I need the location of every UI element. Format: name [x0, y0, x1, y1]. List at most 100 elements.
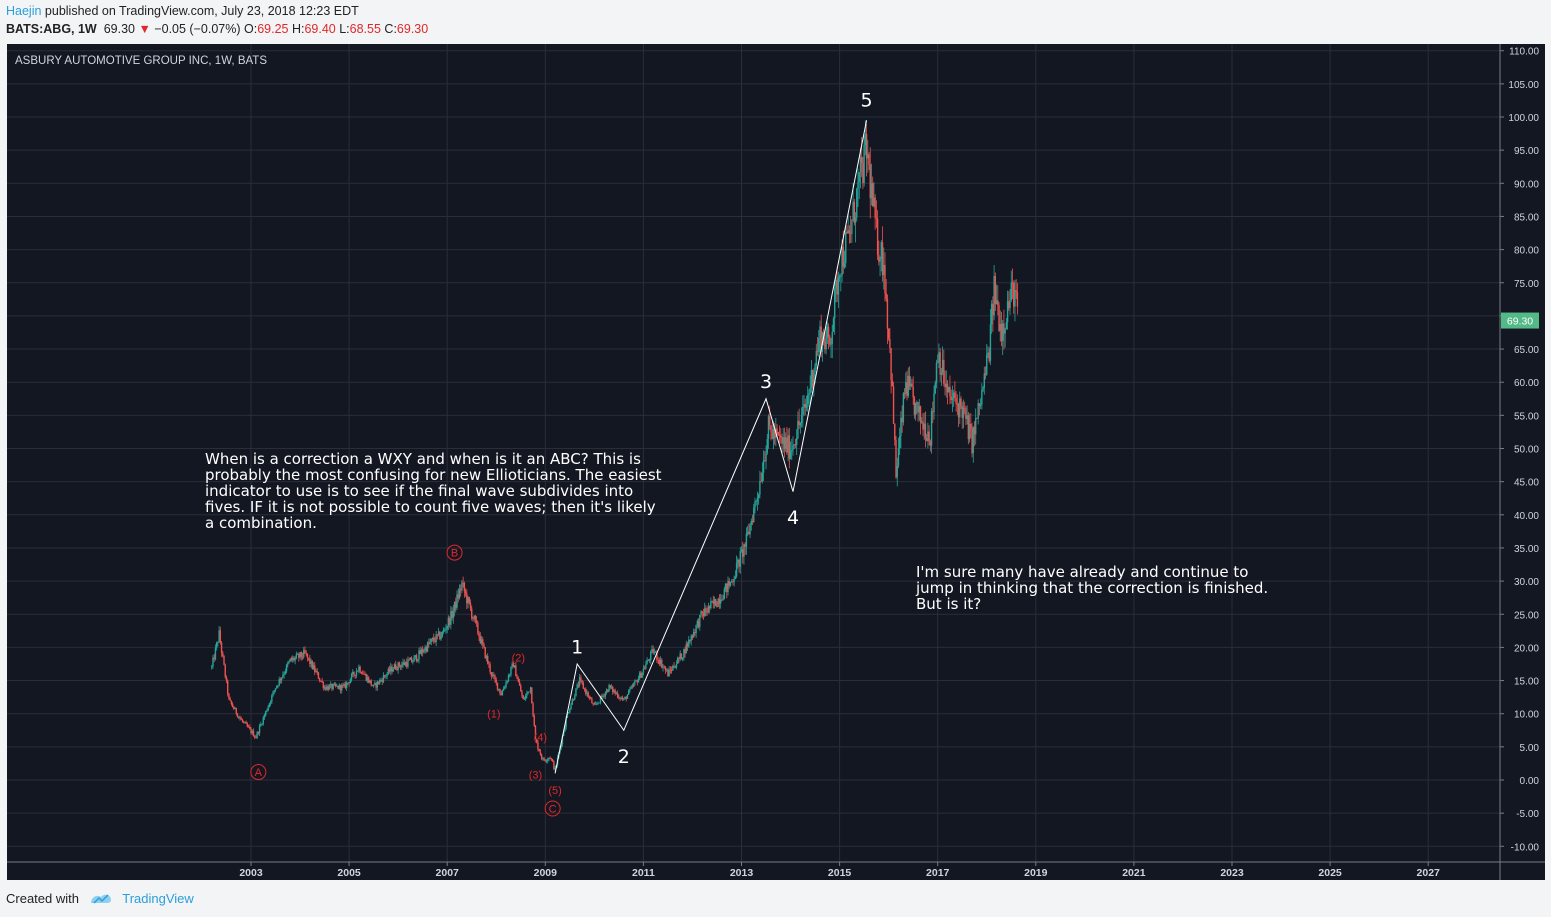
candle-body: [234, 708, 236, 710]
candle-body: [370, 680, 372, 686]
candle-body: [471, 608, 473, 618]
wave-label-4: 4: [787, 507, 799, 529]
candle-body: [619, 697, 621, 699]
candle-body: [674, 667, 676, 669]
candle-body: [902, 393, 905, 423]
candle-body: [391, 666, 393, 672]
candle-body: [272, 691, 274, 696]
candle-body: [410, 657, 413, 663]
candle-body: [890, 347, 892, 381]
candle-body: [766, 439, 768, 453]
candle-body: [1015, 290, 1017, 293]
candle-body: [580, 677, 582, 680]
candle-body: [843, 263, 846, 267]
candle-body: [745, 533, 748, 547]
candle-body: [636, 680, 638, 683]
candle-body: [437, 631, 440, 636]
candle-body: [952, 392, 955, 399]
candle-body: [490, 672, 493, 676]
candle-body: [895, 439, 897, 478]
candle-body: [685, 643, 688, 654]
candle-body: [339, 684, 342, 691]
candle-body: [343, 684, 345, 686]
candle-body: [738, 559, 740, 567]
candle-body: [240, 718, 242, 720]
candle-body: [939, 352, 941, 375]
tradingview-link[interactable]: TradingView: [122, 891, 194, 906]
candle-body: [537, 742, 539, 749]
candle-body: [279, 679, 282, 681]
y-tick-label: 25.00: [1514, 610, 1539, 621]
candle-body: [382, 675, 385, 682]
candle-body: [723, 589, 726, 600]
candle-body: [591, 698, 593, 704]
candle-body: [215, 642, 218, 648]
x-tick-label: 2017: [926, 867, 950, 879]
candle-body: [1004, 329, 1006, 334]
candle-body: [433, 637, 435, 641]
candle-body: [664, 667, 667, 671]
candle-body: [213, 657, 215, 660]
candle-body: [482, 639, 484, 645]
candle-body: [328, 685, 331, 690]
candle-body: [769, 416, 771, 426]
candle-body: [639, 672, 641, 679]
ohlc-header: BATS:ABG, 1W 69.30 ▼ −0.05 (−0.07%) O:69…: [6, 22, 428, 36]
candle-body: [311, 660, 314, 669]
candle-body: [284, 671, 287, 674]
candle-body: [322, 682, 325, 689]
candle-body: [618, 697, 620, 699]
candle-body: [665, 669, 668, 671]
x-tick-label: 2023: [1220, 867, 1244, 879]
candle-body: [814, 365, 816, 373]
candle-body: [641, 672, 643, 678]
candle-body: [679, 653, 681, 659]
candle-body: [869, 164, 871, 199]
candle-body: [852, 201, 854, 220]
candle-body: [461, 582, 463, 591]
candle-body: [587, 692, 589, 698]
candle-body: [652, 649, 654, 653]
candle-body: [982, 387, 984, 391]
candle-body: [700, 611, 702, 615]
candle-body: [504, 686, 506, 689]
candle-body: [978, 403, 981, 406]
author-link[interactable]: Haejin: [6, 4, 42, 18]
candle-body: [417, 659, 419, 662]
candle-body: [728, 581, 730, 586]
candle-body: [464, 591, 467, 594]
candle-body: [818, 338, 820, 352]
candle-body: [686, 643, 689, 647]
candle-body: [488, 663, 490, 665]
candle-body: [253, 736, 256, 738]
candle-body: [576, 684, 578, 689]
candle-body: [737, 559, 739, 563]
candle-body: [475, 620, 478, 623]
candle-body: [368, 677, 370, 683]
y-tick-label: -5.00: [1516, 809, 1539, 820]
down-arrow-icon: ▼: [138, 22, 151, 36]
candle-body: [786, 437, 788, 453]
candle-body: [965, 408, 967, 420]
candle-body: [610, 686, 613, 688]
candle-body: [219, 630, 222, 643]
candle-body: [1016, 292, 1019, 307]
candle-body: [348, 682, 350, 684]
candle-body: [229, 698, 231, 701]
candle-body: [851, 219, 853, 235]
candle-body: [352, 672, 354, 675]
candle-body: [431, 637, 434, 640]
candle-body: [398, 662, 401, 667]
candle-body: [710, 601, 712, 609]
candle-body: [402, 662, 404, 665]
candle-body: [881, 242, 884, 276]
candle-body: [739, 551, 741, 567]
candle-body: [808, 393, 810, 396]
candle-body: [973, 427, 976, 435]
candle-body: [287, 663, 289, 665]
candle-body: [662, 666, 664, 668]
candle-body: [333, 684, 336, 685]
candle-body: [753, 507, 755, 523]
x-tick-label: 2015: [828, 867, 852, 879]
